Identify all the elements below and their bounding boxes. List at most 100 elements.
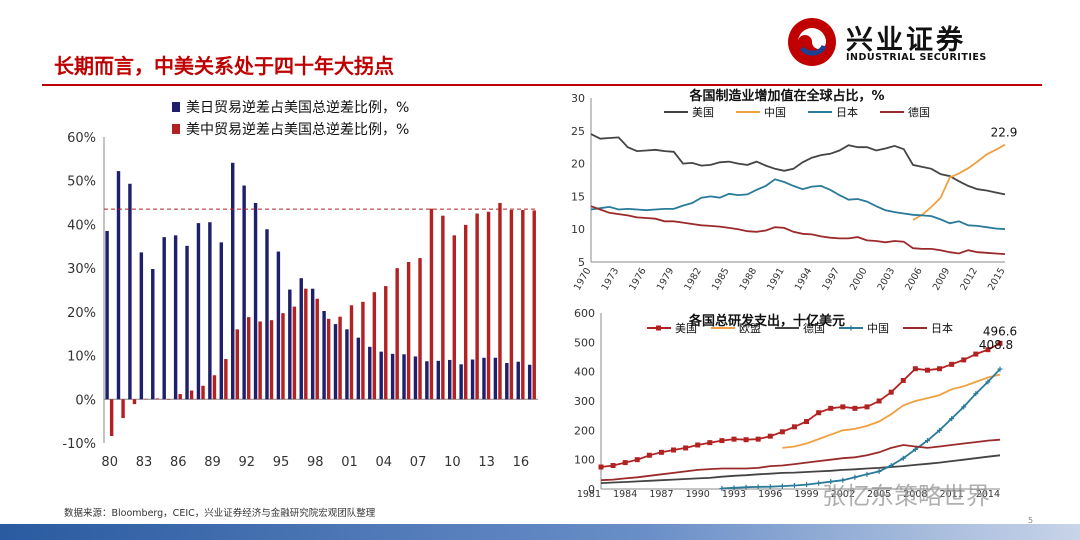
japan-deficit-bar (459, 364, 463, 400)
japan-deficit-bar (276, 251, 281, 400)
japan-deficit-bar (402, 354, 406, 400)
china-deficit-bar (338, 316, 342, 400)
japan-deficit-bar (413, 356, 418, 400)
data-point (912, 366, 918, 372)
japan-deficit-bar (208, 222, 212, 400)
y-tick-label: 600 (574, 307, 595, 320)
x-tick-label: 83 (136, 455, 153, 470)
legend-label: 德国 (908, 105, 930, 119)
china-deficit-bar (509, 210, 514, 400)
legend-label: 美国 (692, 106, 714, 119)
china-deficit-bar (132, 399, 137, 405)
data-point (707, 440, 713, 446)
page-title: 长期而言，中美关系处于四十年大拐点 (54, 54, 394, 78)
y-tick-label: 20 (571, 158, 585, 171)
japan-deficit-bar (333, 324, 338, 400)
data-point (852, 405, 858, 411)
data-point (985, 379, 991, 385)
y-tick-label: 20% (67, 306, 96, 321)
value-annotation: 22.9 (991, 126, 1018, 140)
china-deficit-bar (269, 320, 274, 400)
data-point (634, 457, 640, 463)
legend-label: 日本 (931, 321, 953, 335)
china-deficit-bar (475, 213, 479, 400)
japan-deficit-bar (390, 353, 395, 400)
x-tick-label: 01 (341, 455, 358, 470)
japan-deficit-bar (151, 269, 155, 400)
data-point (695, 442, 701, 448)
x-tick-label: 98 (307, 455, 324, 470)
x-tick-label: 13 (478, 455, 495, 470)
data-point (949, 361, 955, 367)
chart-title: 各国制造业增加值在全球占比，% (688, 88, 884, 104)
legend-label: 日本 (836, 105, 858, 119)
data-point (900, 455, 906, 461)
china-deficit-bar (326, 318, 331, 400)
legend-swatch (172, 124, 180, 134)
y-tick-label: 10% (67, 350, 96, 365)
data-point (683, 445, 689, 451)
y-tick-label: 30 (571, 92, 585, 105)
china-deficit-bar (418, 258, 422, 400)
x-tick-label: 95 (273, 455, 290, 470)
x-tick-label: 80 (101, 455, 118, 470)
data-point (985, 347, 991, 353)
y-tick-label: 400 (574, 366, 595, 379)
x-tick-label: 89 (204, 455, 221, 470)
data-point (828, 405, 834, 411)
x-tick-label: 1996 (758, 489, 782, 500)
data-point (973, 351, 979, 357)
japan-deficit-bar (219, 242, 224, 400)
japan-deficit-bar (116, 171, 121, 400)
y-tick-label: 0% (75, 393, 96, 408)
y-tick-label: 300 (574, 395, 595, 408)
y-tick-label: 25 (571, 125, 585, 138)
china-deficit-bar (224, 359, 228, 400)
china-deficit-bar (486, 211, 491, 400)
japan-deficit-bar (173, 235, 178, 400)
japan-deficit-bar (322, 310, 326, 400)
japan-deficit-bar (493, 357, 498, 400)
legend-label: 美中贸易逆差占美国总逆差比例，% (186, 122, 409, 138)
china-deficit-bar (281, 313, 285, 400)
japan-deficit-bar (470, 359, 475, 400)
china-deficit-bar (121, 399, 125, 419)
y-tick-label: 30% (67, 262, 96, 277)
x-tick-label: 2011 (940, 489, 964, 500)
value-annotation: 408.8 (979, 338, 1013, 352)
legend-swatch (172, 102, 180, 112)
data-point (658, 449, 664, 455)
china-deficit-bar (349, 305, 354, 400)
x-tick-label: 1999 (794, 489, 818, 500)
data-point (755, 436, 761, 442)
data-point (791, 424, 797, 430)
china-deficit-bar (361, 301, 365, 400)
x-tick-label: 1984 (613, 489, 637, 500)
china-deficit-bar (235, 329, 239, 400)
data-point (949, 416, 955, 422)
japan-deficit-bar (516, 361, 520, 400)
series-line (600, 342, 1001, 468)
x-tick-label: 10 (444, 455, 461, 470)
china-deficit-bar (144, 398, 148, 400)
x-tick-label: 86 (170, 455, 187, 470)
y-tick-label: 5 (578, 256, 585, 269)
china-deficit-bar (212, 375, 217, 400)
data-point (924, 438, 930, 444)
y-tick-label: 60% (67, 131, 96, 146)
japan-deficit-bar (425, 361, 429, 400)
data-point (743, 437, 749, 443)
data-point (828, 479, 834, 485)
data-point (852, 474, 858, 480)
data-point (731, 436, 737, 442)
data-point (622, 460, 628, 466)
page-number: 5 (1028, 516, 1034, 525)
data-point (731, 485, 737, 491)
value-annotation: 496.6 (983, 324, 1017, 338)
legend-marker (656, 325, 661, 331)
china-deficit-bar (452, 235, 456, 400)
japan-deficit-bar (527, 364, 532, 400)
wechat-watermark: 张忆东策略世界 (822, 482, 990, 510)
